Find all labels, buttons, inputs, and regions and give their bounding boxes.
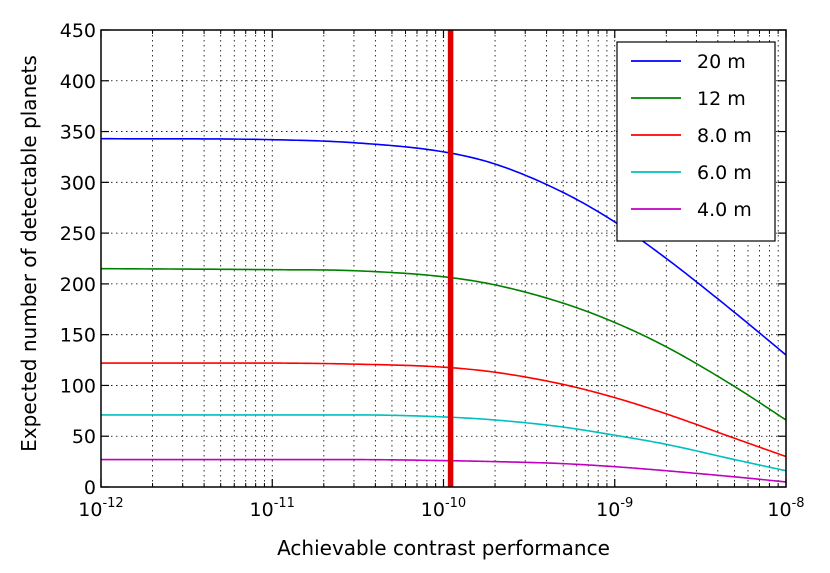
x-axis-label: Achievable contrast performance: [277, 536, 610, 560]
series-line-4-0-m: [101, 458, 787, 483]
series-layer: [100, 137, 787, 483]
x-tick-labels: 10-12 10-11 10-10 10-9 10-8: [78, 496, 804, 521]
series-line-12-m: [100, 267, 787, 421]
legend-box: [616, 41, 776, 242]
x-tick-label: 10-12: [78, 496, 123, 521]
y-tick-label: 350: [60, 122, 96, 144]
y-tick-label: 100: [60, 375, 96, 397]
series-line-8-0-m: [101, 362, 787, 458]
major-ticks: [100, 29, 787, 488]
y-axis-label: Expected number of detectable planets: [17, 55, 41, 452]
legend-label: 6.0 m: [697, 162, 752, 184]
legend: 20 m 12 m 8.0 m 6.0 m 4.0 m: [616, 41, 776, 242]
x-tick-label: 10-8: [767, 496, 804, 521]
legend-label: 4.0 m: [697, 199, 752, 221]
y-tick-label: 200: [60, 274, 96, 296]
y-tick-label: 300: [60, 172, 96, 194]
y-tick-label: 50: [72, 426, 96, 448]
legend-label: 20 m: [697, 51, 746, 73]
legend-label: 12 m: [697, 88, 746, 110]
x-tick-label: 10-10: [421, 496, 466, 521]
series-line-6-0-m: [101, 414, 787, 472]
legend-label: 8.0 m: [697, 125, 752, 147]
series-line-20-m: [100, 137, 787, 356]
x-tick-label: 10-9: [596, 496, 633, 521]
y-tick-labels: 0 50 100 150 200 250 300 350 400 450: [60, 20, 96, 499]
y-tick-label: 250: [60, 223, 96, 245]
y-tick-label: 0: [84, 477, 96, 499]
y-tick-label: 450: [60, 20, 96, 42]
y-tick-label: 400: [60, 71, 96, 93]
x-tick-label: 10-11: [250, 496, 295, 521]
y-tick-label: 150: [60, 325, 96, 347]
